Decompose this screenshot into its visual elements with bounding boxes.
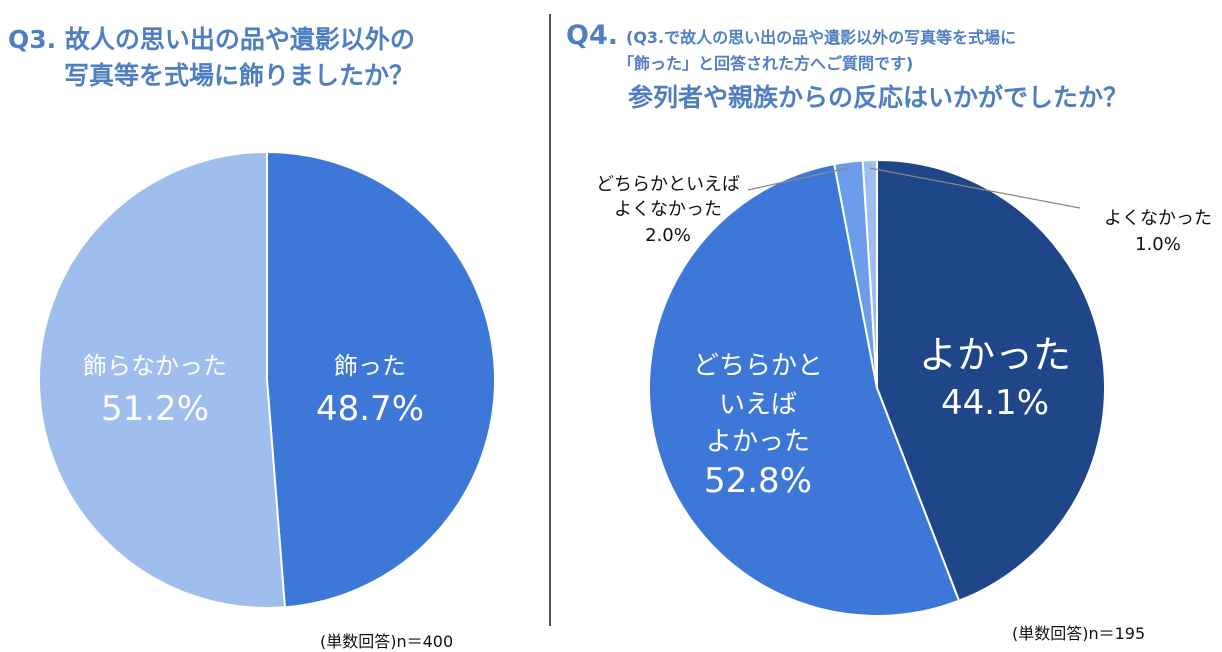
q4-label: Q4. xyxy=(566,20,618,51)
q4-pie-chart: よかった44.1%どちらかといえばよかった52.8%どちらかといえばよくなかった… xyxy=(596,158,1212,617)
slice-label-yokunakatta: よくなかった xyxy=(1104,208,1212,229)
panel-divider xyxy=(549,14,551,626)
q3-title-line2: 写真等を式場に飾りましたか？ xyxy=(64,61,415,90)
slice-value-yokunakatta: 1.0% xyxy=(1135,234,1181,255)
pie-slice-1 xyxy=(876,158,1106,603)
slice-label-yokatta: よかった xyxy=(919,333,1071,377)
pie-slice-4 xyxy=(861,158,878,389)
slice-label-kazatta: 飾った xyxy=(334,352,406,380)
slice-label-dochira-yokunakatta-2: よくなかった xyxy=(614,199,722,220)
pie-slice-2 xyxy=(38,150,286,609)
q4-subtitle-line2: 「飾った」と回答された方へご質問です) xyxy=(618,54,914,73)
leader-line-dochira-yokunakatta xyxy=(747,167,850,191)
slice-value-dochira-yokunakatta: 2.0% xyxy=(645,225,691,246)
slice-label-dochira-yokatta-2: いえば xyxy=(719,390,797,420)
q4-sample-note: (単数回答)n＝195 xyxy=(1012,624,1146,643)
q3-sample-note: (単数回答)n＝400 xyxy=(320,632,454,651)
slice-label-kazaranakatta: 飾らなかった xyxy=(83,352,227,380)
q4-title: 参列者や親族からの反応はいかがでしたか？ xyxy=(628,83,1129,112)
q3-title-line1: Q3. 故人の思い出の品や遺影以外の xyxy=(8,25,415,54)
leader-line-yokunakatta xyxy=(869,167,1081,209)
slice-label-dochira-yokunakatta-1: どちらかといえば xyxy=(596,174,740,195)
slice-value-kazaranakatta: 51.2% xyxy=(101,389,209,429)
slice-value-kazatta: 48.7% xyxy=(316,389,424,429)
slice-value-dochira-yokatta: 52.8% xyxy=(704,461,812,501)
slice-value-yokatta: 44.1% xyxy=(941,383,1049,423)
slice-label-dochira-yokatta-1: どちらかと xyxy=(693,351,823,381)
q3-pie-chart: 飾った 48.7% 飾らなかった 51.2% xyxy=(38,150,496,609)
slice-label-dochira-yokatta-3: よかった xyxy=(706,427,810,457)
pie-slice-1 xyxy=(266,150,496,609)
pie-slice-2 xyxy=(648,162,961,617)
q4-subtitle-line1: (Q3.で故人の思い出の品や遺影以外の写真等を式場に xyxy=(626,28,1017,47)
